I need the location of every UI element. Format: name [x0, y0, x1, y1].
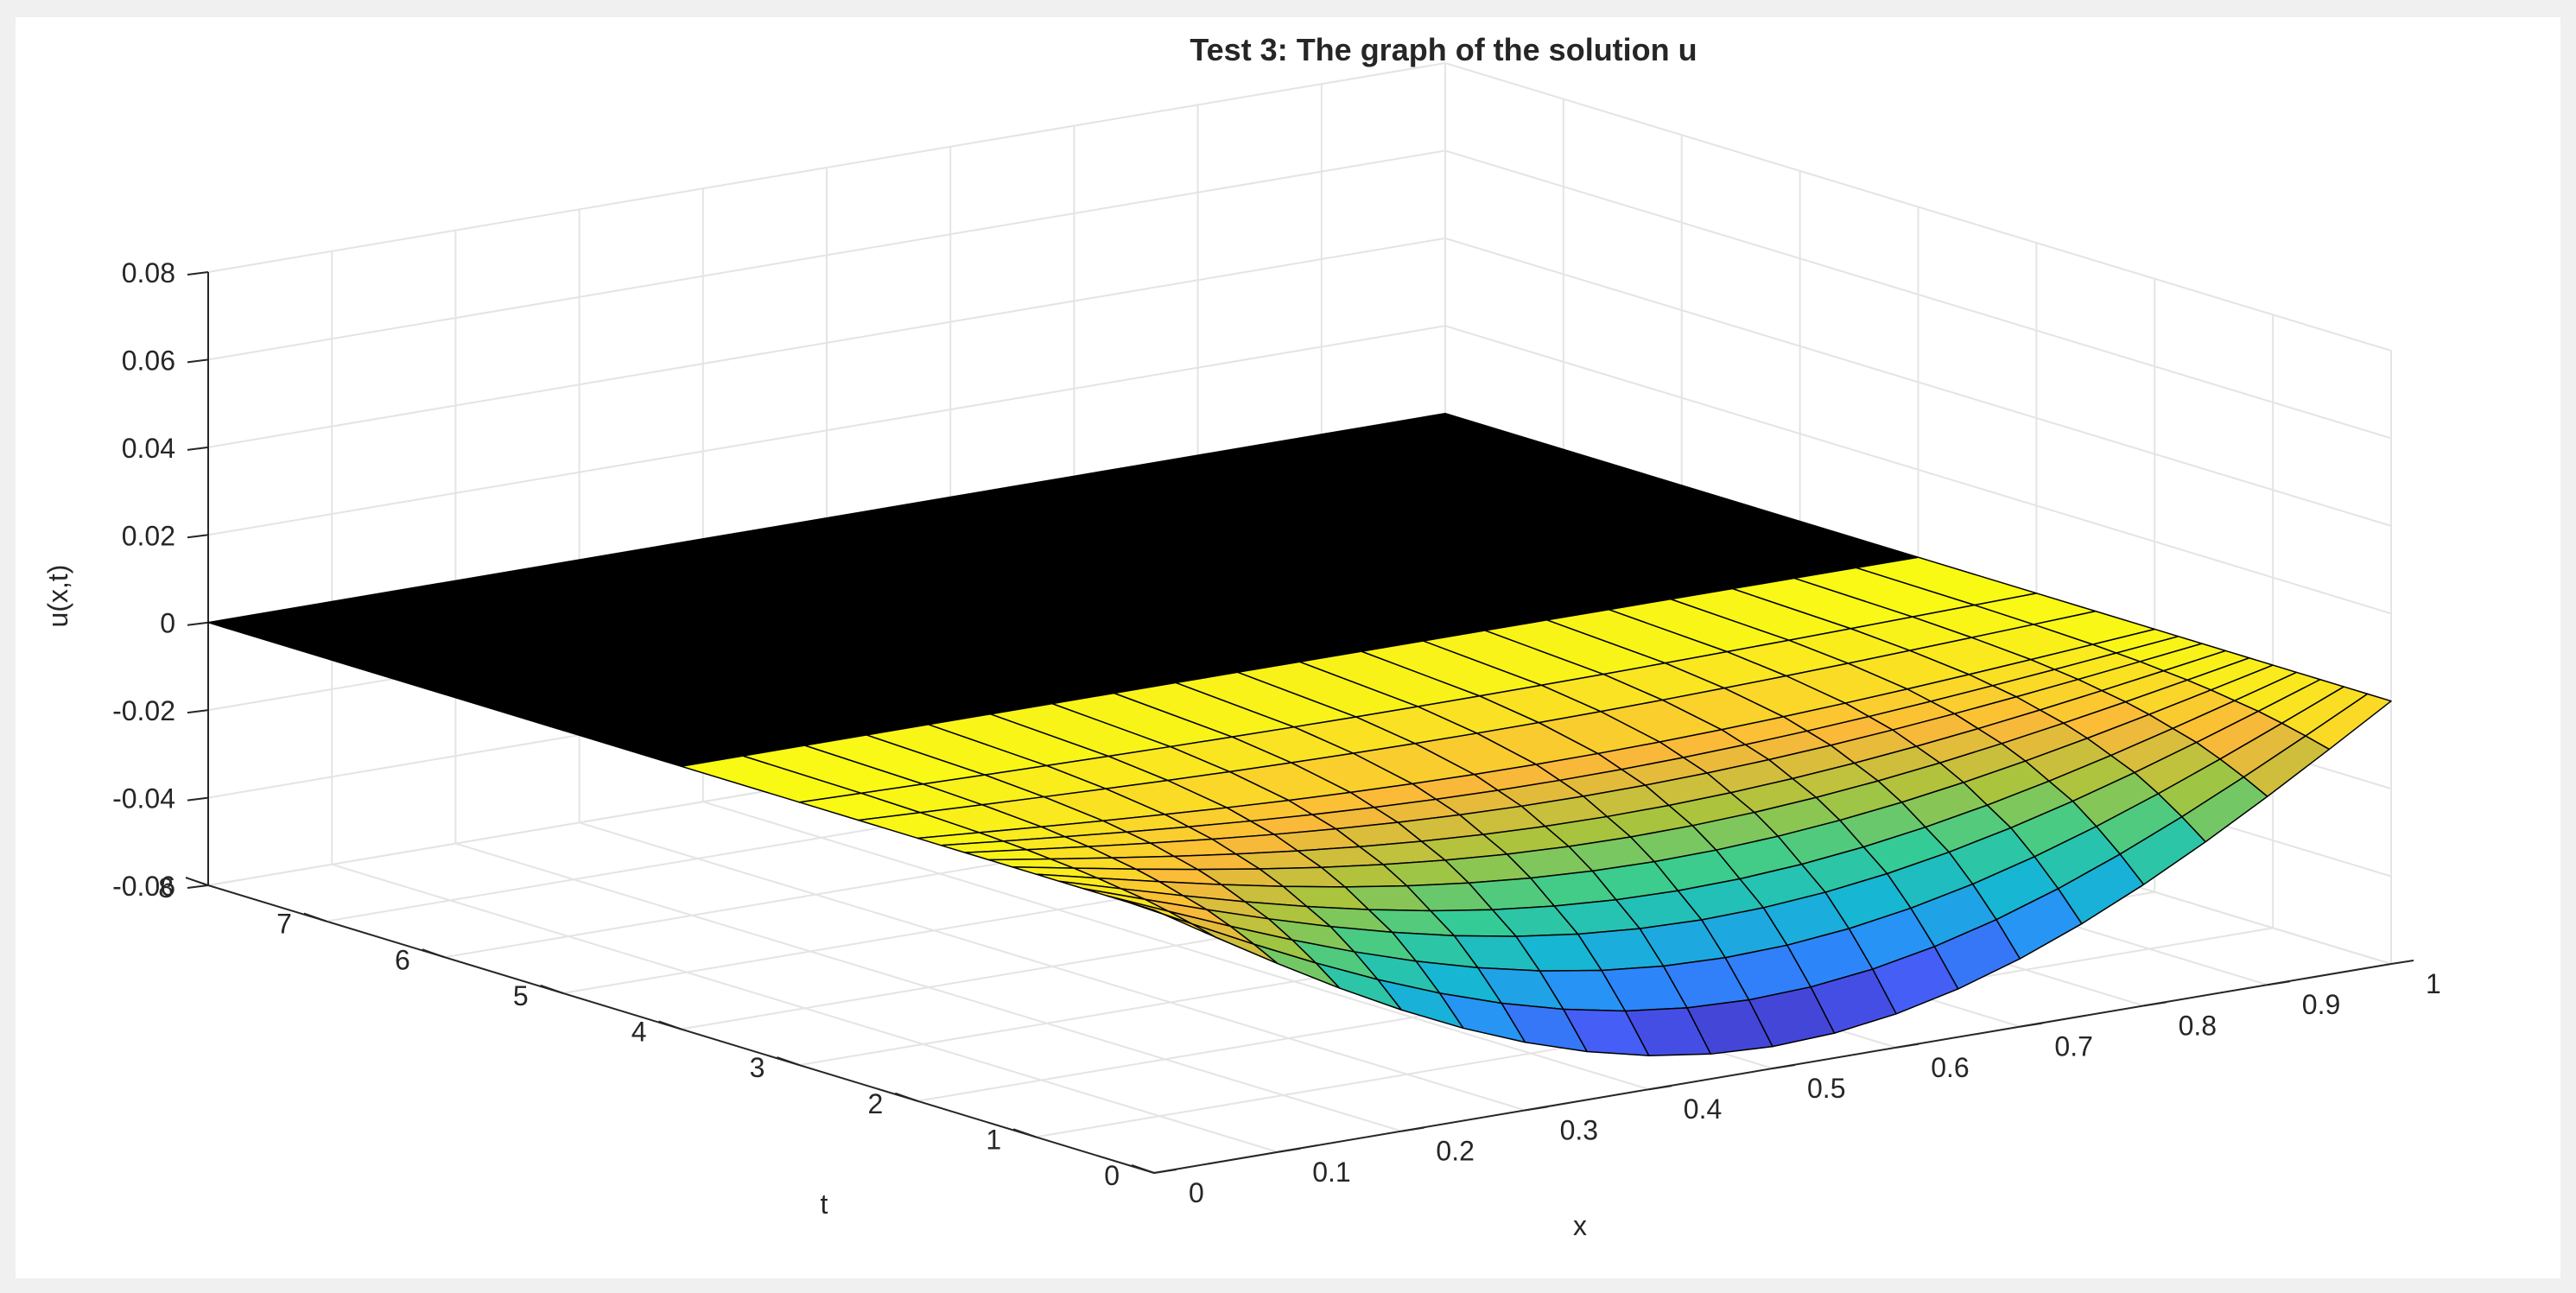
z-tick-mark — [187, 884, 209, 889]
t-tick-mark — [303, 912, 327, 922]
t-tick-mark — [777, 1056, 800, 1067]
plot-area: 0 0.1 0.2 0.3 0.4 0.5 0.6 0.7 0.8 0.9 1 0 1 2 3 4 5 6 7 8 -0… — [16, 17, 2560, 1278]
z-tick-label: -0.04 — [112, 783, 175, 814]
x-tick-mark — [2143, 1001, 2167, 1007]
t-tick-mark — [422, 948, 446, 959]
z-tick-label: 0 — [160, 608, 175, 639]
x-tick-label: 0.3 — [1560, 1114, 1598, 1145]
x-tick-mark — [1896, 1043, 1919, 1049]
z-tick-label: 0.04 — [122, 433, 175, 464]
t-tick-label: 7 — [276, 909, 292, 940]
x-tick-label: 0.6 — [1931, 1052, 1969, 1083]
x-tick-label: 0.8 — [2179, 1010, 2217, 1041]
grid-line — [1444, 325, 2392, 615]
t-tick-label: 8 — [158, 872, 174, 903]
x-tick-mark — [2020, 1022, 2043, 1028]
x-tick-mark — [1401, 1126, 1424, 1132]
z-tick-label: -0.02 — [112, 695, 175, 726]
x-tick-label: 0.5 — [1807, 1073, 1845, 1104]
axes-lines — [185, 271, 2414, 1174]
x-axis-label: x — [1573, 1210, 1587, 1241]
grid-line — [1444, 62, 2392, 352]
t-tick-mark — [1131, 1164, 1155, 1174]
t-tick-mark — [1012, 1128, 1037, 1138]
t-tick-label: 4 — [631, 1017, 647, 1048]
grid-line — [207, 62, 1446, 273]
x-tick-mark — [1772, 1064, 1796, 1069]
z-tick-mark — [187, 796, 209, 802]
x-tick-mark — [1278, 1147, 1301, 1153]
x-tick-mark — [1648, 1085, 1672, 1091]
x-tick-label: 0.2 — [1436, 1136, 1474, 1167]
grid-line — [207, 325, 1446, 536]
surface-mesh — [207, 412, 2392, 1056]
x-tick-mark — [1525, 1106, 1548, 1112]
x-tick-mark — [2267, 980, 2290, 986]
grid-line — [1444, 149, 2392, 440]
t-tick-label: 1 — [986, 1124, 1001, 1155]
grid-line — [207, 149, 1446, 361]
t-tick-mark — [894, 1092, 918, 1102]
x-tick-label: 1 — [2426, 968, 2441, 999]
t-tick-label: 3 — [750, 1052, 765, 1083]
t-tick-mark — [658, 1020, 682, 1030]
surface-chart: 00.10.20.30.40.50.60.70.80.91012345678-0… — [42, 32, 2441, 1241]
z-tick-mark — [187, 534, 209, 539]
chart-title: Test 3: The graph of the solution u — [1190, 32, 1697, 67]
t-tick-label: 6 — [395, 944, 410, 975]
z-tick-label: 0.02 — [122, 520, 175, 551]
z-tick-mark — [187, 446, 209, 451]
x-tick-mark — [1153, 1169, 1177, 1174]
t-tick-label: 2 — [867, 1088, 883, 1119]
x-tick-mark — [2390, 960, 2414, 965]
grid-line — [1444, 237, 2392, 527]
z-axis-label: u(x,t) — [42, 565, 73, 628]
t-tick-mark — [540, 984, 563, 994]
z-tick-mark — [187, 358, 209, 364]
z-tick-label: 0.06 — [122, 345, 175, 376]
t-axis-label: t — [821, 1188, 828, 1220]
z-tick-mark — [187, 621, 209, 626]
surface-cell — [2305, 693, 2392, 751]
tick-labels: 00.10.20.30.40.50.60.70.80.91012345678-0… — [112, 257, 2441, 1208]
x-tick-label: 0.9 — [2302, 989, 2340, 1020]
z-tick-label: 0.08 — [122, 257, 175, 288]
z-tick-mark — [187, 709, 209, 714]
x-tick-label: 0 — [1189, 1177, 1204, 1208]
grid-line — [207, 237, 1446, 448]
x-tick-label: 0.1 — [1312, 1157, 1350, 1188]
t-tick-label: 0 — [1104, 1160, 1120, 1191]
x-tick-label: 0.7 — [2054, 1031, 2092, 1062]
z-tick-label: -0.06 — [112, 871, 175, 902]
t-tick-label: 5 — [513, 980, 529, 1011]
z-tick-mark — [187, 271, 209, 276]
t-tick-mark — [185, 877, 209, 886]
x-tick-label: 0.4 — [1684, 1093, 1722, 1125]
